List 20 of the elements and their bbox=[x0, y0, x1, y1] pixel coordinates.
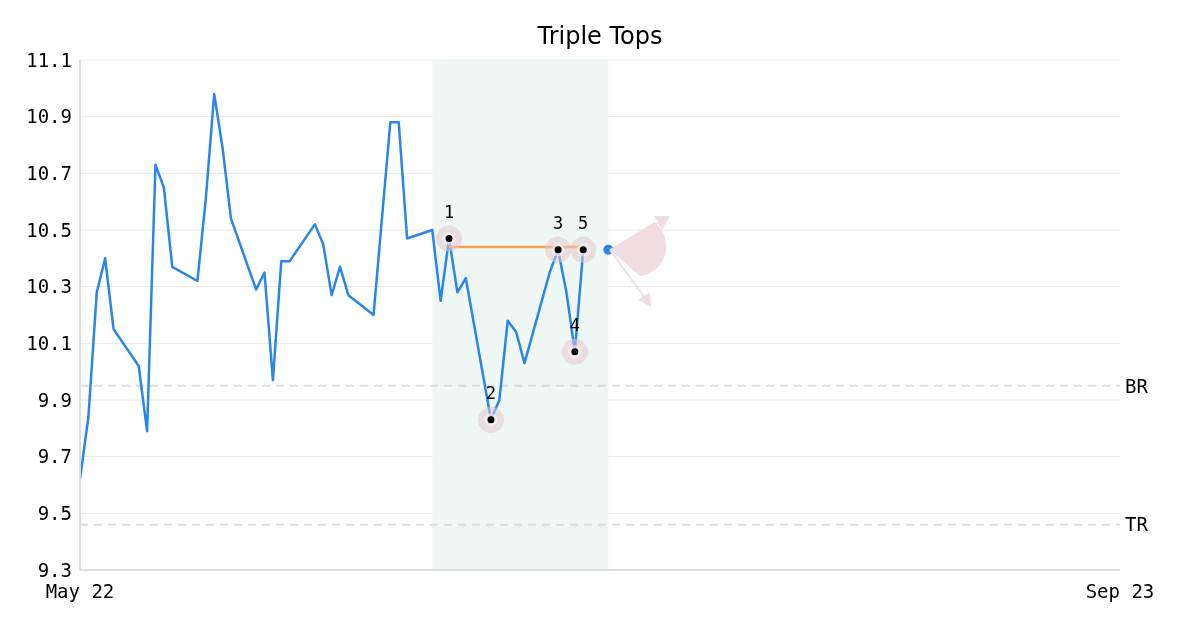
annotation: 3 bbox=[552, 212, 564, 233]
y-tick-label: 9.3 bbox=[37, 558, 72, 581]
y-tick-label: 11.1 bbox=[26, 48, 72, 71]
annotation: 2 bbox=[485, 382, 497, 403]
y-tick-label: 9.5 bbox=[37, 502, 72, 525]
y-tick-label: 10.1 bbox=[26, 332, 72, 355]
y-tick-label: 9.7 bbox=[37, 445, 72, 468]
ref-line-label: BR bbox=[1125, 374, 1149, 397]
y-tick-label: 9.9 bbox=[37, 388, 72, 411]
chart-title: Triple Tops bbox=[536, 22, 664, 50]
ref-line-label: TR bbox=[1125, 513, 1149, 536]
annotation: 5 bbox=[578, 212, 589, 233]
annotation: 1 bbox=[443, 201, 455, 222]
y-tick-label: 10.5 bbox=[26, 218, 72, 241]
y-tick-label: 10.7 bbox=[26, 162, 72, 185]
y-tick-label: 10.3 bbox=[26, 275, 72, 298]
annotation: 4 bbox=[569, 314, 580, 335]
x-tick-label: Sep 23 bbox=[1085, 580, 1155, 602]
y-tick-label: 10.9 bbox=[26, 105, 72, 128]
x-tick-label: May 22 bbox=[45, 580, 115, 602]
